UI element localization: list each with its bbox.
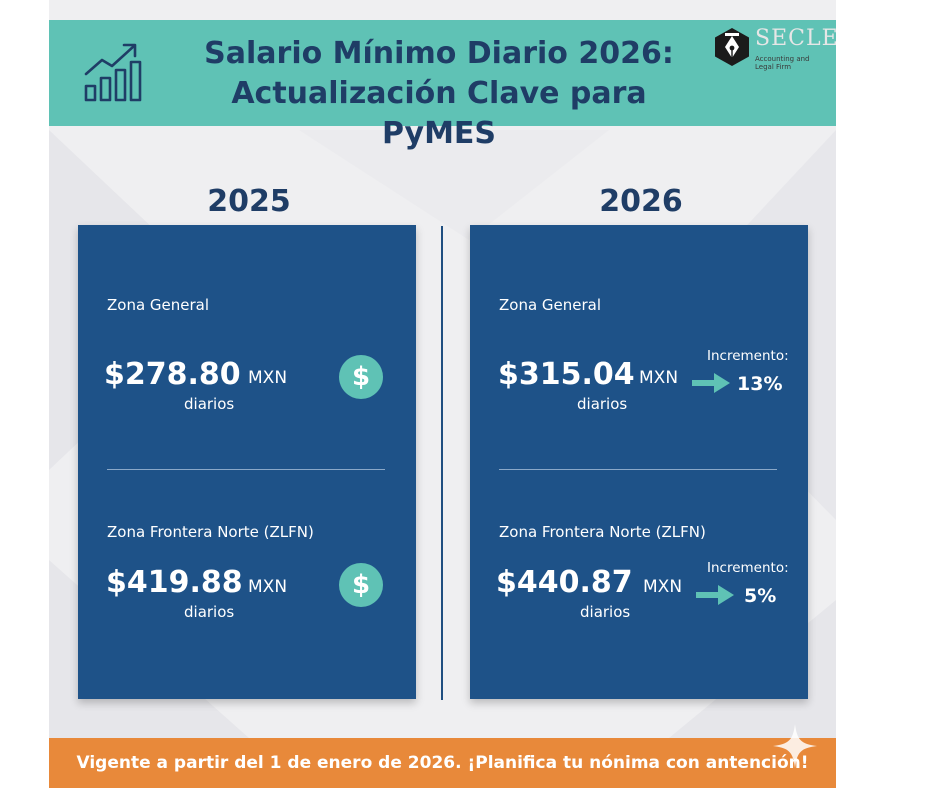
panel-2026: Zona General $315.04 MXN diarios Increme…: [470, 225, 808, 699]
zone-north-amount: $440.87: [496, 565, 633, 600]
header-banner: Salario Mínimo Diario 2026: Actualizació…: [49, 20, 836, 151]
year-2026-heading: 2026: [599, 184, 683, 219]
zone-north-increment-label: Incremento:: [707, 560, 789, 576]
zone-general-increment-value: 13%: [737, 373, 783, 395]
page-title: Salario Mínimo Diario 2026: Actualizació…: [179, 34, 699, 154]
zone-general-per-day: diarios: [184, 395, 235, 413]
right-arrow-icon: [692, 373, 730, 393]
title-line-1: Salario Mínimo Diario 2026:: [204, 36, 674, 71]
zone-general-increment-label: Incremento:: [707, 348, 789, 364]
zone-north-label: Zona Frontera Norte (ZLFN): [107, 523, 314, 541]
zone-general-currency: MXN: [639, 368, 679, 388]
zone-north-currency: MXN: [643, 577, 683, 597]
infographic: Salario Mínimo Diario 2026: Actualizació…: [49, 0, 836, 788]
logo-name: SECLEC: [755, 26, 836, 51]
sparkle-icon: [773, 724, 817, 768]
growth-chart-icon: [84, 43, 142, 102]
zone-general-currency: MXN: [248, 368, 288, 388]
zone-general-per-day: diarios: [577, 395, 628, 413]
year-2025-heading: 2025: [207, 184, 291, 219]
dollar-sign-icon: $: [339, 355, 383, 399]
pen-nib-icon: [715, 28, 749, 66]
zone-general-label: Zona General: [107, 296, 210, 314]
right-arrow-icon: [696, 585, 734, 605]
zone-divider: [107, 469, 385, 470]
zone-general-amount: $315.04: [498, 357, 635, 392]
zone-north-increment-value: 5%: [744, 585, 777, 607]
company-logo: SECLEC Accounting and Legal Firm: [709, 24, 836, 82]
zone-north-label: Zona Frontera Norte (ZLFN): [499, 523, 706, 541]
panel-2025: Zona General $278.80 MXN diarios $ Zona …: [78, 225, 416, 699]
zone-north-currency: MXN: [248, 577, 288, 597]
footer-banner: Vigente a partir del 1 de enero de 2026.…: [49, 724, 836, 788]
dollar-sign-icon: $: [339, 563, 383, 607]
zone-north-per-day: diarios: [580, 603, 631, 621]
column-divider: [441, 226, 443, 700]
title-line-2: Actualización Clave para PyMES: [231, 76, 647, 151]
zone-north-amount: $419.88: [106, 565, 243, 600]
zone-north-per-day: diarios: [184, 603, 235, 621]
zone-general-amount: $278.80: [104, 357, 241, 392]
zone-general-label: Zona General: [499, 296, 602, 314]
logo-tagline: Accounting and Legal Firm: [755, 55, 810, 71]
footer-text: Vigente a partir del 1 de enero de 2026.…: [76, 753, 809, 773]
zone-divider: [499, 469, 777, 470]
